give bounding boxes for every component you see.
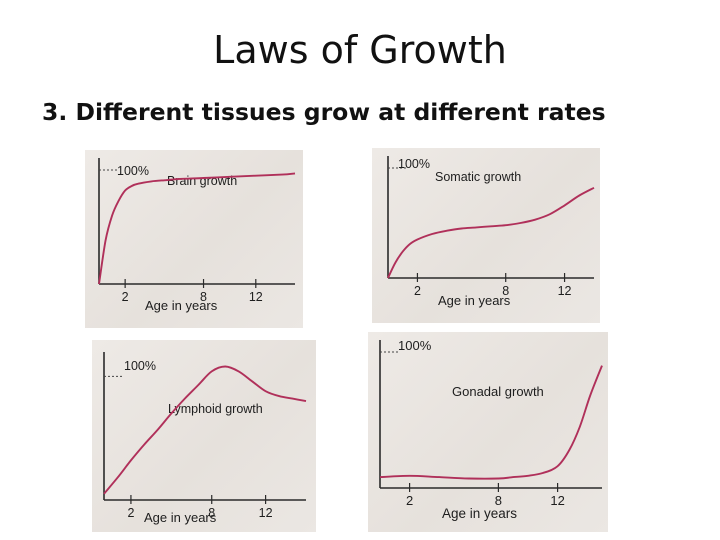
y-max-label: 100% (398, 157, 430, 171)
chart-title: Somatic growth (435, 170, 521, 184)
chart-svg: 2 8 12 100% Gonadal growth Age in years (379, 338, 603, 521)
growth-curve (98, 172, 296, 285)
x-axis-label: Age in years (145, 298, 218, 313)
x-tick-label: 8 (495, 493, 502, 508)
y-max-label: 100% (398, 338, 432, 353)
x-tick-label: 2 (122, 290, 129, 304)
x-tick-label: 2 (406, 493, 413, 508)
x-tick-label: 8 (200, 290, 207, 304)
chart-title: Lymphoid growth (168, 402, 263, 416)
chart-svg: 2 8 12 100% Somatic growth Age in years (387, 156, 595, 308)
slide-title: Laws of Growth (213, 28, 507, 72)
x-axis-label: Age in years (442, 506, 517, 521)
x-tick-label: 12 (259, 506, 273, 520)
x-tick-label: 8 (208, 506, 215, 520)
lymphoid-growth-chart: 2 8 12 100% Lymphoid growth Age in years (92, 340, 316, 532)
x-tick-label: 12 (550, 493, 564, 508)
chart-title: Gonadal growth (452, 384, 544, 399)
growth-curve (103, 365, 307, 495)
x-tick-label: 2 (414, 284, 421, 298)
growth-curve (387, 186, 595, 279)
x-tick-label: 8 (502, 284, 509, 298)
y-max-label: 100% (117, 164, 149, 178)
x-axis-label: Age in years (144, 510, 217, 525)
x-tick-label: 12 (249, 290, 263, 304)
x-tick-label: 2 (127, 506, 134, 520)
x-axis-label: Age in years (438, 293, 511, 308)
slide-subtitle: 3. Different tissues grow at different r… (42, 98, 606, 126)
y-max-label: 100% (124, 359, 156, 373)
growth-curve (379, 365, 603, 480)
gonadal-growth-chart: 2 8 12 100% Gonadal growth Age in years (368, 332, 608, 532)
chart-svg: 2 8 12 100% Lymphoid growth Age in years (103, 352, 307, 525)
x-tick-label: 12 (558, 284, 572, 298)
brain-growth-chart: 2 8 12 100% Brain growth Age in years (85, 150, 303, 328)
somatic-growth-chart: 2 8 12 100% Somatic growth Age in years (372, 148, 600, 323)
